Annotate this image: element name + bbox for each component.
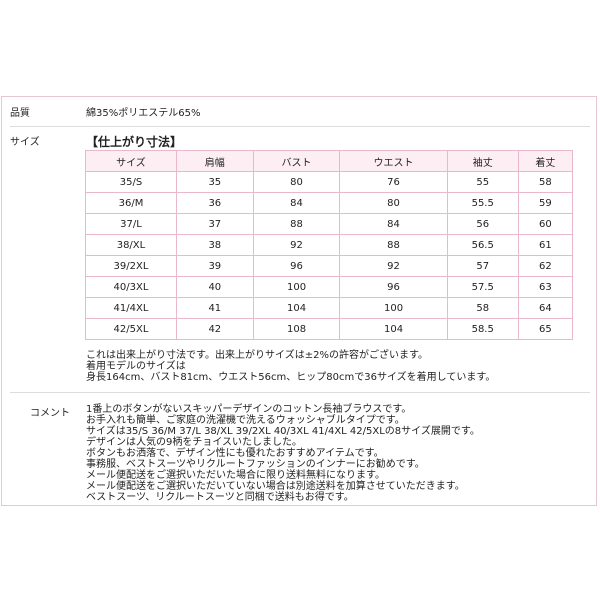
table-cell: 80: [339, 192, 448, 214]
comment-label: コメント: [30, 408, 70, 419]
table-cell: 57: [446, 255, 519, 277]
table-cell: 88: [339, 234, 448, 256]
table-row: 41/4XL 41 104 100 58 64: [85, 297, 574, 319]
table-cell: 58.5: [446, 318, 519, 340]
comment-line: サイズは35/S 36/M 37/L 38/XL 39/2XL 40/3XL 4…: [86, 426, 480, 437]
table-cell: 35/S: [85, 171, 177, 193]
table-cell: 38/XL: [85, 234, 177, 256]
table-cell: 37: [175, 213, 254, 235]
table-cell: 96: [252, 255, 341, 277]
table-cell: 80: [252, 171, 341, 193]
table-cell: 41/4XL: [85, 297, 177, 319]
size-label: サイズ: [10, 137, 40, 148]
table-cell: 108: [252, 318, 341, 340]
table-cell: 39/2XL: [85, 255, 177, 277]
comment-line: 事務服、ベストスーツやリクルートファッションのインナーにお勧めです。: [86, 459, 425, 470]
table-cell: 84: [339, 213, 448, 235]
table-cell: 37/L: [85, 213, 177, 235]
table-cell: 58: [446, 297, 519, 319]
table-row: 38/XL 38 92 88 56.5 61: [85, 234, 574, 256]
table-cell: 40/3XL: [85, 276, 177, 298]
column-header: ウエスト: [339, 150, 448, 172]
column-header: サイズ: [85, 150, 177, 172]
product-spec-box: [1, 96, 597, 506]
table-cell: 35: [175, 171, 254, 193]
divider: [10, 392, 590, 393]
table-cell: 39: [175, 255, 254, 277]
comment-line: ボタンもお洒落で、デザイン性にも優れたおすすめアイテムです。: [86, 448, 384, 459]
table-cell: 61: [517, 234, 574, 256]
table-cell: 56: [446, 213, 519, 235]
size-notes: これは出来上がり寸法です。出来上がりサイズは±2%の許容がございます。 着用モデ…: [86, 350, 495, 383]
table-cell: 96: [339, 276, 448, 298]
table-cell: 100: [252, 276, 341, 298]
table-cell: 65: [517, 318, 574, 340]
comment-line: お手入れも簡単、ご家庭の洗濯機で洗えるウォッシャブルタイプです。: [86, 415, 405, 426]
column-header: 肩幅: [175, 150, 254, 172]
table-cell: 58: [517, 171, 574, 193]
table-row: 35/S 35 80 76 55 58: [85, 171, 574, 193]
table-cell: 100: [339, 297, 448, 319]
table-cell: 57.5: [446, 276, 519, 298]
comment-line: デザインは人気の9柄をチョイスいたしました。: [86, 437, 303, 448]
table-cell: 76: [339, 171, 448, 193]
table-cell: 42/5XL: [85, 318, 177, 340]
note-line: 身長164cm、バスト81cm、ウエスト56cm、ヒップ80cmで36サイズを着…: [86, 372, 496, 383]
table-cell: 60: [517, 213, 574, 235]
table-cell: 88: [252, 213, 341, 235]
comment-line: メール便配送をご選択いただいた場合に限り送料無料になります。: [86, 470, 385, 481]
divider: [10, 126, 590, 127]
table-cell: 55: [446, 171, 519, 193]
comment-line: 1番上のボタンがないスキッパーデザインのコットン長袖ブラウスです。: [86, 404, 412, 415]
table-cell: 55.5: [446, 192, 519, 214]
quality-value: 綿35%ポリエステル65%: [86, 108, 201, 119]
table-cell: 42: [175, 318, 254, 340]
table-cell: 84: [252, 192, 341, 214]
table-cell: 56.5: [446, 234, 519, 256]
quality-label: 品質: [10, 108, 30, 119]
table-row: 36/M 36 84 80 55.5 59: [85, 192, 574, 214]
note-line: 着用モデルのサイズは: [86, 361, 186, 372]
comment-line: メール便配送をご選択いただいていない場合は別途送料を加算させていただきます。: [86, 481, 465, 492]
comment-text: 1番上のボタンがないスキッパーデザインのコットン長袖ブラウスです。 お手入れも簡単…: [86, 404, 480, 503]
table-cell: 59: [517, 192, 574, 214]
table-cell: 38: [175, 234, 254, 256]
table-cell: 36/M: [85, 192, 177, 214]
column-header: バスト: [252, 150, 341, 172]
table-row: 42/5XL 42 108 104 58.5 65: [85, 318, 574, 340]
table-cell: 40: [175, 276, 254, 298]
comment-line: ベストスーツ、リクルートスーツと同梱で送料もお得です。: [86, 492, 354, 503]
table-cell: 64: [517, 297, 574, 319]
table-row: 40/3XL 40 100 96 57.5 63: [85, 276, 574, 298]
table-cell: 104: [252, 297, 341, 319]
table-cell: 63: [517, 276, 574, 298]
table-row: 39/2XL 39 96 92 57 62: [85, 255, 574, 277]
table-cell: 92: [252, 234, 341, 256]
table-row: 37/L 37 88 84 56 60: [85, 213, 574, 235]
table-cell: 104: [339, 318, 448, 340]
table-cell: 41: [175, 297, 254, 319]
table-cell: 62: [517, 255, 574, 277]
table-cell: 92: [339, 255, 448, 277]
table-cell: 36: [175, 192, 254, 214]
size-table-title: 【仕上がり寸法】: [86, 135, 183, 149]
note-line: これは出来上がり寸法です。出来上がりサイズは±2%の許容がございます。: [86, 350, 428, 361]
column-header: 袖丈: [446, 150, 519, 172]
size-table: サイズ 肩幅 バスト ウエスト 袖丈 着丈 35/S 35 80 76 55 58 36/M 36 84 80…: [85, 150, 574, 340]
column-header: 着丈: [517, 150, 574, 172]
